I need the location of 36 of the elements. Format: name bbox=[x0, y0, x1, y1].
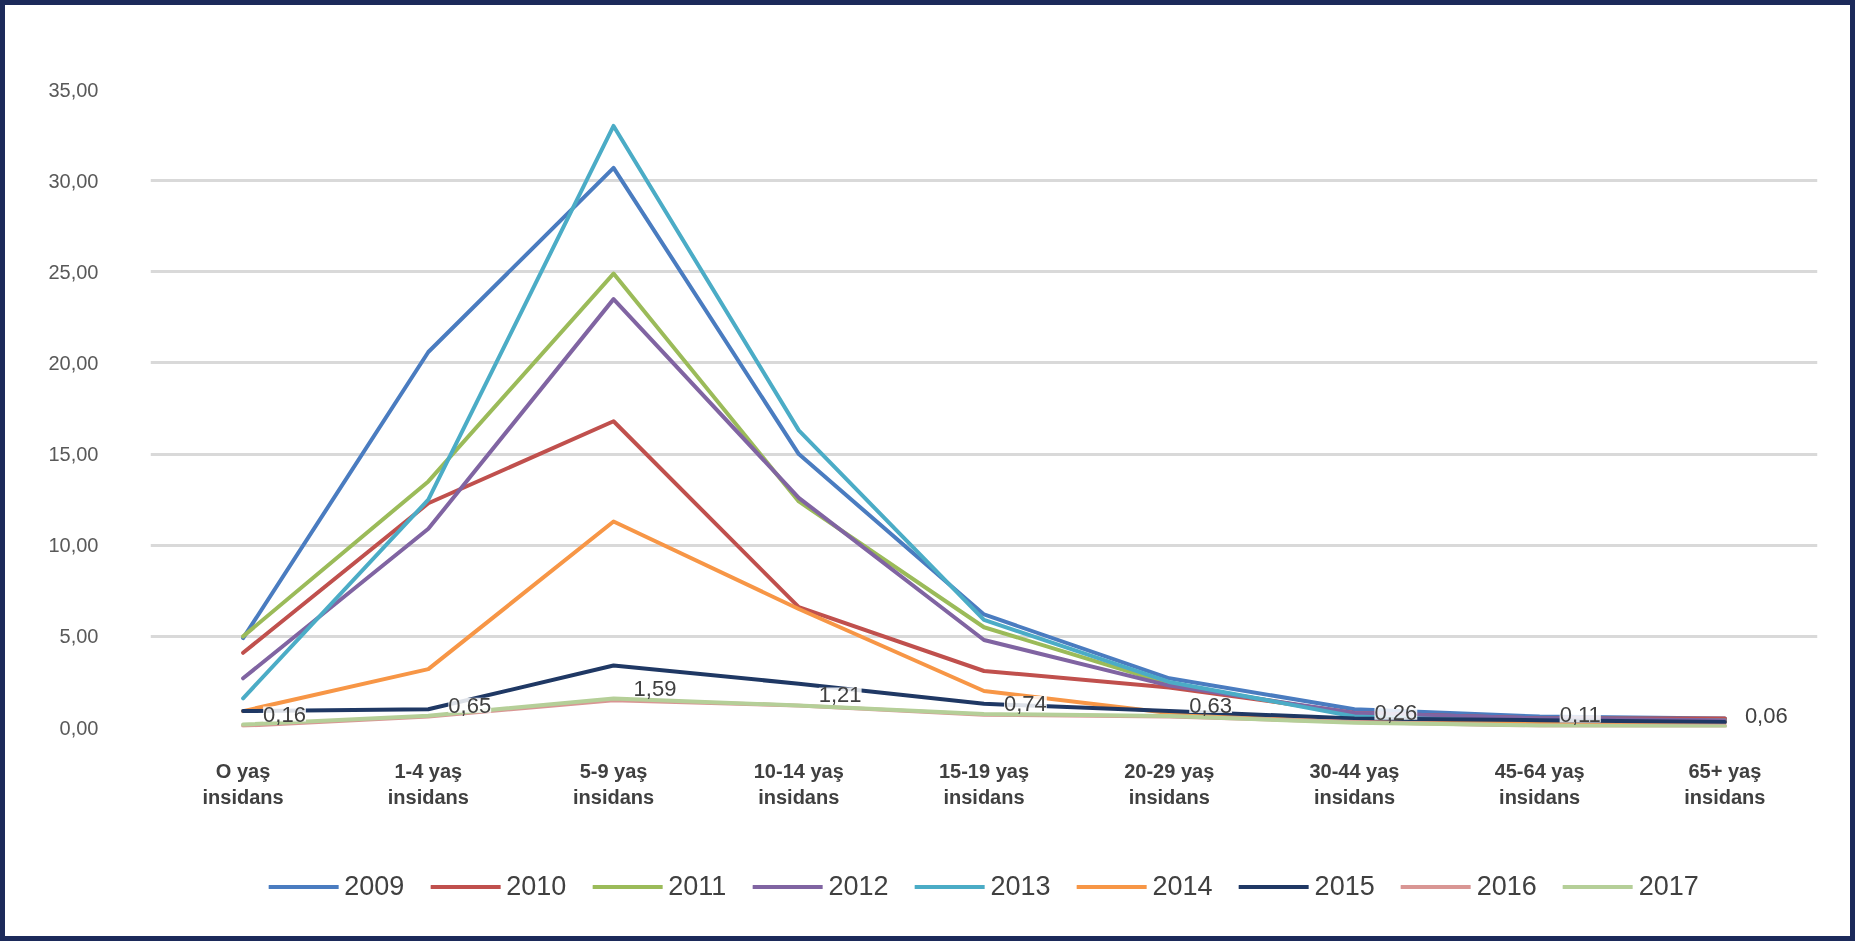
legend-label: 2014 bbox=[1152, 870, 1213, 902]
legend-label: 2010 bbox=[506, 870, 567, 902]
y-tick-label: 10,00 bbox=[48, 534, 99, 557]
x-tick-label: 15-19 yaş insidans bbox=[938, 759, 1030, 808]
y-tick-label: 0,00 bbox=[59, 716, 99, 739]
data-label: 0,63 bbox=[1189, 693, 1233, 719]
line-series bbox=[241, 663, 1727, 725]
legend-label: 2011 bbox=[668, 870, 727, 902]
x-tick-label: O yaş insidans bbox=[202, 759, 284, 808]
y-tick-label: 20,00 bbox=[48, 351, 99, 374]
x-tick-label: 20-29 yaş insidans bbox=[1124, 759, 1215, 808]
data-label: 1,21 bbox=[818, 682, 862, 708]
data-label: 0,65 bbox=[448, 692, 492, 718]
x-tick-label: 10-14 yaş insidans bbox=[753, 759, 844, 808]
data-label: 1,59 bbox=[633, 675, 677, 701]
x-tick-label: 5-9 yaş insidans bbox=[572, 759, 655, 808]
x-tick-label: 45-64 yaş insidans bbox=[1494, 759, 1585, 808]
data-label: 0,11 bbox=[1559, 702, 1601, 728]
data-label: 0,16 bbox=[263, 701, 306, 727]
x-tick-label: 30-44 yaş insidans bbox=[1309, 759, 1400, 808]
legend-label: 2015 bbox=[1314, 870, 1375, 902]
legend-label: 2016 bbox=[1476, 870, 1537, 902]
y-tick-label: 15,00 bbox=[48, 443, 99, 466]
y-tick-label: 25,00 bbox=[48, 260, 99, 283]
y-tick-label: 35,00 bbox=[48, 78, 99, 101]
legend-label: 2009 bbox=[344, 870, 405, 902]
data-label: 0,06 bbox=[1744, 703, 1788, 729]
x-tick-label: 1-4 yaş insidans bbox=[387, 759, 469, 808]
data-label: 0,74 bbox=[1004, 691, 1047, 717]
y-tick-label: 30,00 bbox=[48, 169, 99, 192]
legend-label: 2017 bbox=[1638, 870, 1699, 902]
data-label: 0,26 bbox=[1374, 699, 1418, 725]
x-tick-label: 65+ yaş insidans bbox=[1684, 759, 1766, 808]
legend-label: 2013 bbox=[990, 870, 1051, 902]
legend-label: 2012 bbox=[828, 870, 889, 902]
y-tick-label: 5,00 bbox=[59, 625, 99, 648]
